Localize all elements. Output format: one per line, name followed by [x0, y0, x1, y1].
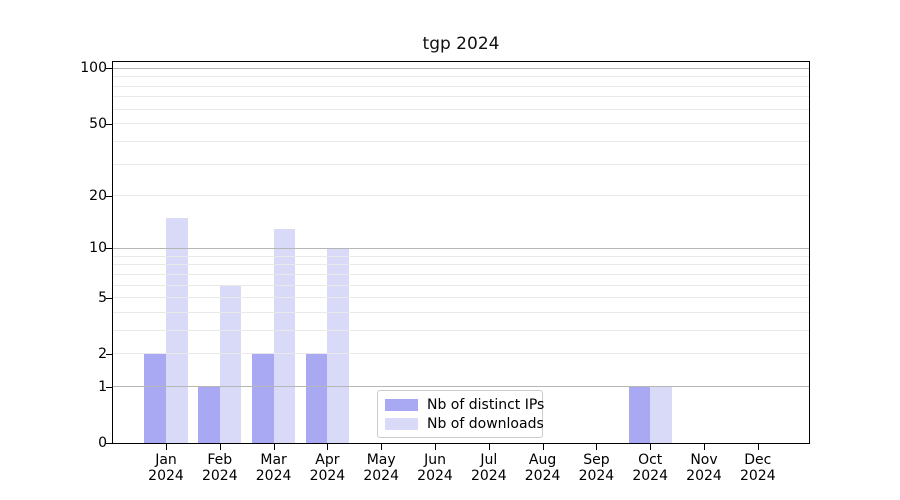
legend-entry-downloads: Nb of downloads — [385, 416, 544, 432]
x-tick-label-jan: Jan 2024 — [148, 452, 184, 484]
bar-downloads-feb — [219, 285, 242, 443]
x-tick-dec — [757, 444, 759, 450]
legend-swatch-downloads — [385, 417, 418, 430]
y-tick-5 — [106, 297, 113, 299]
y-axis-tick-labels: 0 1 2 5 10 20 50 100 — [60, 0, 107, 500]
gridline-y-4 — [113, 311, 809, 313]
x-tick-label-aug: Aug 2024 — [524, 452, 561, 484]
x-tick-jun — [435, 444, 436, 450]
bar-distinct-ips-jan — [144, 353, 166, 443]
x-tick-jan — [166, 444, 167, 450]
gridline-y-3 — [113, 329, 809, 331]
x-tick-label-nov: Nov 2024 — [686, 452, 722, 484]
bar-downloads-apr — [327, 248, 349, 443]
x-tick-feb — [219, 444, 221, 450]
x-tick-nov — [704, 444, 705, 450]
y-tick-1 — [106, 386, 113, 388]
x-tick-aug — [542, 444, 544, 450]
x-tick-label-may: May 2024 — [363, 452, 399, 484]
chart-title: tgp 2024 — [422, 34, 500, 54]
x-tick-jul — [488, 444, 490, 450]
gridline-y-40 — [113, 141, 809, 143]
y-tick-20 — [106, 195, 113, 197]
gridline-y-5 — [113, 297, 809, 299]
gridline-y-20 — [113, 195, 809, 197]
x-tick-label-mar: Mar 2024 — [255, 452, 292, 484]
gridline-y-1 — [113, 386, 809, 388]
bar-distinct-ips-feb — [198, 386, 220, 443]
x-tick-apr — [327, 444, 329, 450]
y-tick-label-0: 0 — [98, 435, 107, 451]
legend-label-downloads: Nb of downloads — [427, 415, 544, 432]
gridline-y-60 — [113, 108, 809, 110]
gridline-y-50 — [113, 123, 809, 125]
y-tick-label-2: 2 — [98, 345, 107, 362]
legend-entry-distinct-ips: Nb of distinct IPs — [385, 397, 544, 413]
bar-downloads-oct — [650, 386, 672, 443]
bar-distinct-ips-oct — [628, 386, 651, 443]
x-tick-sep — [596, 444, 598, 450]
y-tick-0 — [106, 443, 113, 444]
x-tick-label-dec: Dec 2024 — [739, 452, 776, 484]
y-tick-10 — [106, 248, 113, 250]
x-tick-oct — [650, 444, 652, 450]
x-tick-label-jun: Jun 2024 — [417, 452, 453, 484]
gridline-y-2 — [113, 353, 809, 355]
gridline-y-30 — [113, 163, 809, 165]
legend-label-distinct-ips: Nb of distinct IPs — [427, 396, 545, 413]
y-tick-label-50: 50 — [89, 115, 107, 132]
plot-area — [112, 61, 810, 444]
x-tick-mar — [273, 444, 275, 450]
bar-distinct-ips-mar — [252, 353, 274, 443]
legend: Nb of distinct IPs Nb of downloads — [377, 390, 544, 438]
x-tick-label-jul: Jul 2024 — [470, 452, 507, 484]
x-tick-label-feb: Feb 2024 — [201, 452, 238, 484]
y-tick-label-5: 5 — [98, 289, 107, 306]
gridline-y-70 — [113, 96, 809, 98]
y-tick-label-10: 10 — [89, 240, 107, 257]
gridline-y-8 — [113, 264, 809, 266]
bar-downloads-mar — [273, 228, 296, 443]
x-tick-label-apr: Apr 2024 — [309, 452, 346, 484]
x-tick-label-sep: Sep 2024 — [578, 452, 615, 484]
gridline-y-6 — [113, 284, 809, 286]
gridline-y-90 — [113, 76, 809, 78]
gridline-y-10 — [113, 247, 809, 249]
gridline-y-100 — [113, 67, 809, 69]
gridline-y-7 — [113, 273, 809, 275]
y-tick-label-100: 100 — [80, 60, 107, 77]
y-tick-50 — [106, 123, 113, 125]
gridline-y-80 — [113, 85, 809, 87]
bar-distinct-ips-apr — [305, 353, 328, 443]
legend-swatch-distinct-ips — [385, 398, 418, 411]
y-tick-100 — [106, 68, 113, 70]
x-tick-label-oct: Oct 2024 — [632, 452, 668, 484]
y-tick-label-1: 1 — [98, 378, 107, 395]
y-tick-label-20: 20 — [89, 187, 107, 204]
y-tick-2 — [106, 353, 113, 355]
gridline-y-9 — [113, 255, 809, 257]
x-tick-may — [381, 444, 383, 450]
grid-layer — [113, 62, 809, 443]
